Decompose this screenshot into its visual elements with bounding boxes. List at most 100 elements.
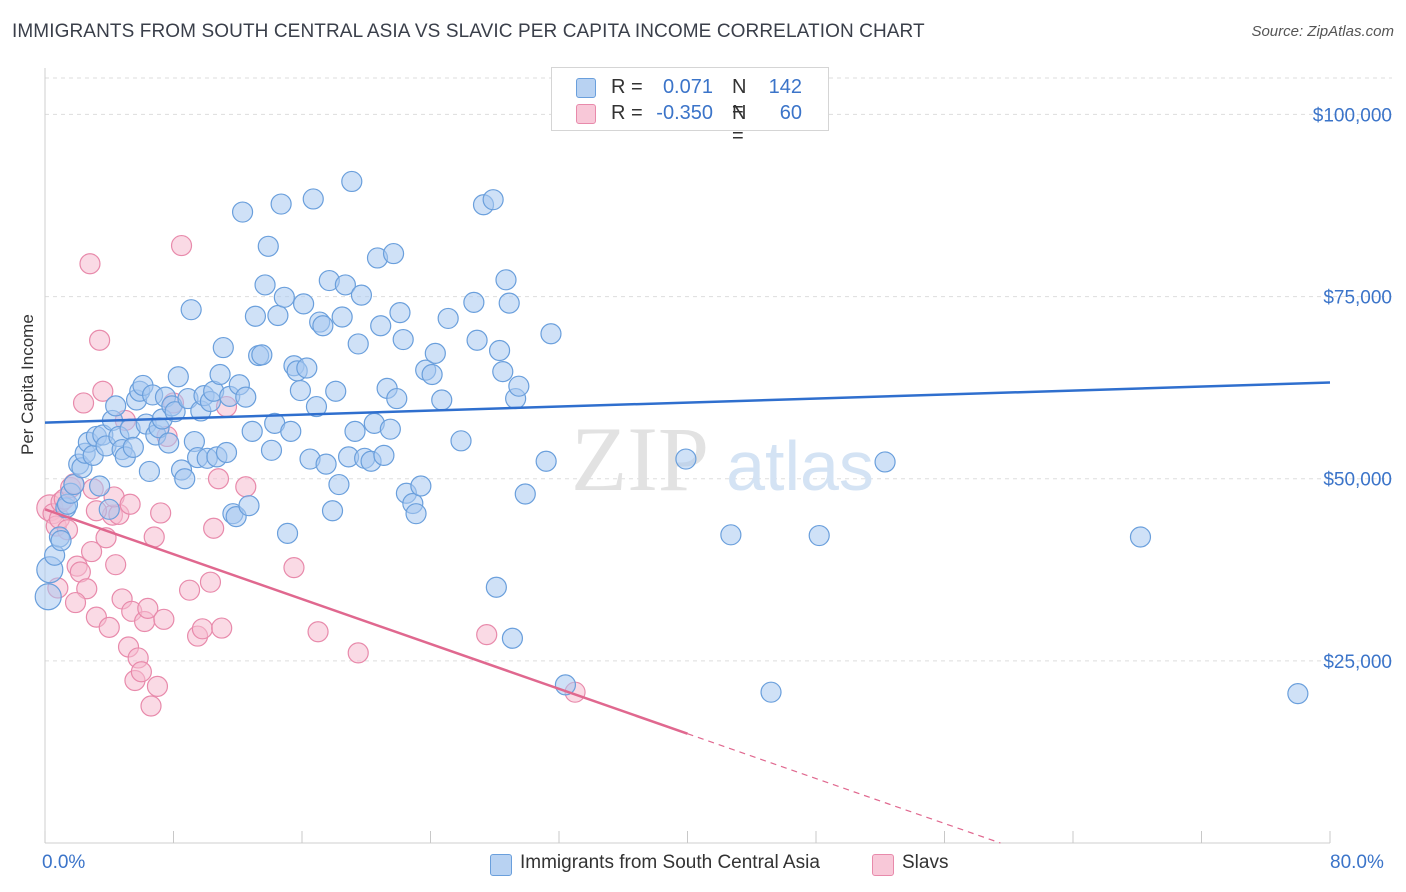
series-swatch-pink xyxy=(872,854,894,876)
slavs-point xyxy=(235,476,257,498)
south-central-asia-point xyxy=(280,420,302,442)
slavs-point xyxy=(72,392,95,414)
slavs-point xyxy=(283,556,305,579)
legend-n-label: N = xyxy=(732,76,747,121)
chart-title: IMMIGRANTS FROM SOUTH CENTRAL ASIA VS SL… xyxy=(12,21,925,42)
south-central-asia-point xyxy=(325,380,347,402)
y-tick-label: $100,000 xyxy=(1313,105,1392,126)
south-central-asia-point xyxy=(389,302,411,324)
south-central-asia-point xyxy=(273,286,295,308)
axes xyxy=(44,68,1331,844)
slavs-point xyxy=(153,608,175,630)
south-central-asia-point xyxy=(1287,683,1309,705)
south-central-asia-point xyxy=(508,375,530,397)
trend-line-slavs-extension xyxy=(687,733,1001,844)
south-central-asia-point xyxy=(720,524,742,546)
south-central-asia-point xyxy=(238,495,260,517)
slavs-point xyxy=(347,642,369,664)
south-central-asia-point xyxy=(276,522,299,544)
watermark-atlas: atlas xyxy=(726,427,874,505)
y-axis-title: Per Capita Income xyxy=(18,314,37,455)
legend-r-value: -0.350 xyxy=(656,102,713,124)
south-central-asia-point xyxy=(463,291,485,313)
south-central-asia-point xyxy=(89,475,111,497)
south-central-asia-point xyxy=(241,420,263,442)
south-central-asia-point xyxy=(270,193,292,215)
south-central-asia-point xyxy=(251,344,273,366)
south-central-asia-point xyxy=(373,444,395,466)
slavs-point xyxy=(92,380,114,402)
south-central-asia-point xyxy=(334,274,356,296)
slavs-point xyxy=(150,502,172,524)
south-central-asia-point xyxy=(267,304,289,327)
south-central-asia-point xyxy=(122,436,144,458)
south-central-asia-point xyxy=(466,329,488,351)
south-central-asia-point xyxy=(379,418,401,440)
south-central-asia-point xyxy=(431,389,453,411)
trend-line-slavs xyxy=(44,508,688,735)
slavs-point xyxy=(137,597,159,620)
south-central-asia-point xyxy=(209,363,231,386)
south-central-asia-point xyxy=(331,306,353,328)
slavs-point xyxy=(191,618,214,640)
slavs-point xyxy=(476,624,498,646)
south-central-asia-point xyxy=(347,333,369,355)
south-central-asia-point xyxy=(760,681,782,703)
south-central-asia-point xyxy=(341,170,363,193)
south-central-asia-point xyxy=(501,627,524,649)
south-central-asia-point xyxy=(328,473,350,496)
south-central-asia-point xyxy=(488,339,511,362)
south-central-asia-point xyxy=(315,453,337,475)
south-central-asia-point xyxy=(392,328,414,351)
south-central-asia-point xyxy=(34,583,62,611)
south-central-asia-point xyxy=(405,503,427,525)
south-central-asia-point xyxy=(235,386,257,408)
south-central-asia-point xyxy=(289,379,311,402)
south-central-asia-point xyxy=(450,430,472,452)
south-central-asia-point xyxy=(421,363,443,386)
south-central-asia-point xyxy=(260,439,283,461)
slavs-point xyxy=(140,695,162,717)
south-central-asia-points xyxy=(34,170,1309,705)
correlation-legend: R = 0.071 N = 142 R = -0.350 N = 60 xyxy=(551,67,829,147)
x-tick-max: 80.0% xyxy=(1330,852,1384,873)
south-central-asia-point xyxy=(254,274,276,296)
slavs-point xyxy=(130,661,152,683)
south-central-asia-point xyxy=(386,387,408,410)
south-central-asia-point xyxy=(302,188,324,210)
south-central-asia-point xyxy=(482,189,504,211)
south-central-asia-point xyxy=(105,395,127,417)
south-central-asia-point xyxy=(1129,526,1152,548)
south-central-asia-point xyxy=(244,305,267,327)
slavs-point xyxy=(105,554,127,576)
south-central-asia-point xyxy=(540,323,562,345)
slavs-point xyxy=(80,540,103,563)
south-central-asia-point xyxy=(350,284,373,306)
south-central-asia-point xyxy=(410,475,432,497)
y-tick-label: $50,000 xyxy=(1323,470,1392,491)
south-central-asia-point xyxy=(535,450,557,472)
south-central-asia-point xyxy=(98,498,120,520)
south-central-asia-point xyxy=(437,307,459,330)
legend-r-label: R = xyxy=(611,76,643,98)
series-swatch-blue xyxy=(490,854,512,876)
south-central-asia-point xyxy=(485,576,507,598)
south-central-asia-point xyxy=(312,315,334,337)
legend-n-value: 60 xyxy=(779,102,802,124)
south-central-asia-point xyxy=(164,401,186,423)
legend-n-value: 142 xyxy=(768,76,802,98)
x-tick-min: 0.0% xyxy=(42,852,86,873)
south-central-asia-point xyxy=(158,432,180,454)
series-label-slavs: Slavs xyxy=(902,852,949,873)
south-central-asia-point xyxy=(675,448,697,470)
south-central-asia-point xyxy=(212,336,234,359)
trend-lines xyxy=(44,381,1331,844)
south-central-asia-point xyxy=(174,468,196,490)
south-central-asia-point xyxy=(215,441,238,464)
south-central-asia-point xyxy=(180,299,202,321)
south-central-asia-point xyxy=(495,269,517,291)
slavs-point xyxy=(146,675,169,697)
slavs-point xyxy=(170,234,193,257)
south-central-asia-point xyxy=(50,530,72,552)
